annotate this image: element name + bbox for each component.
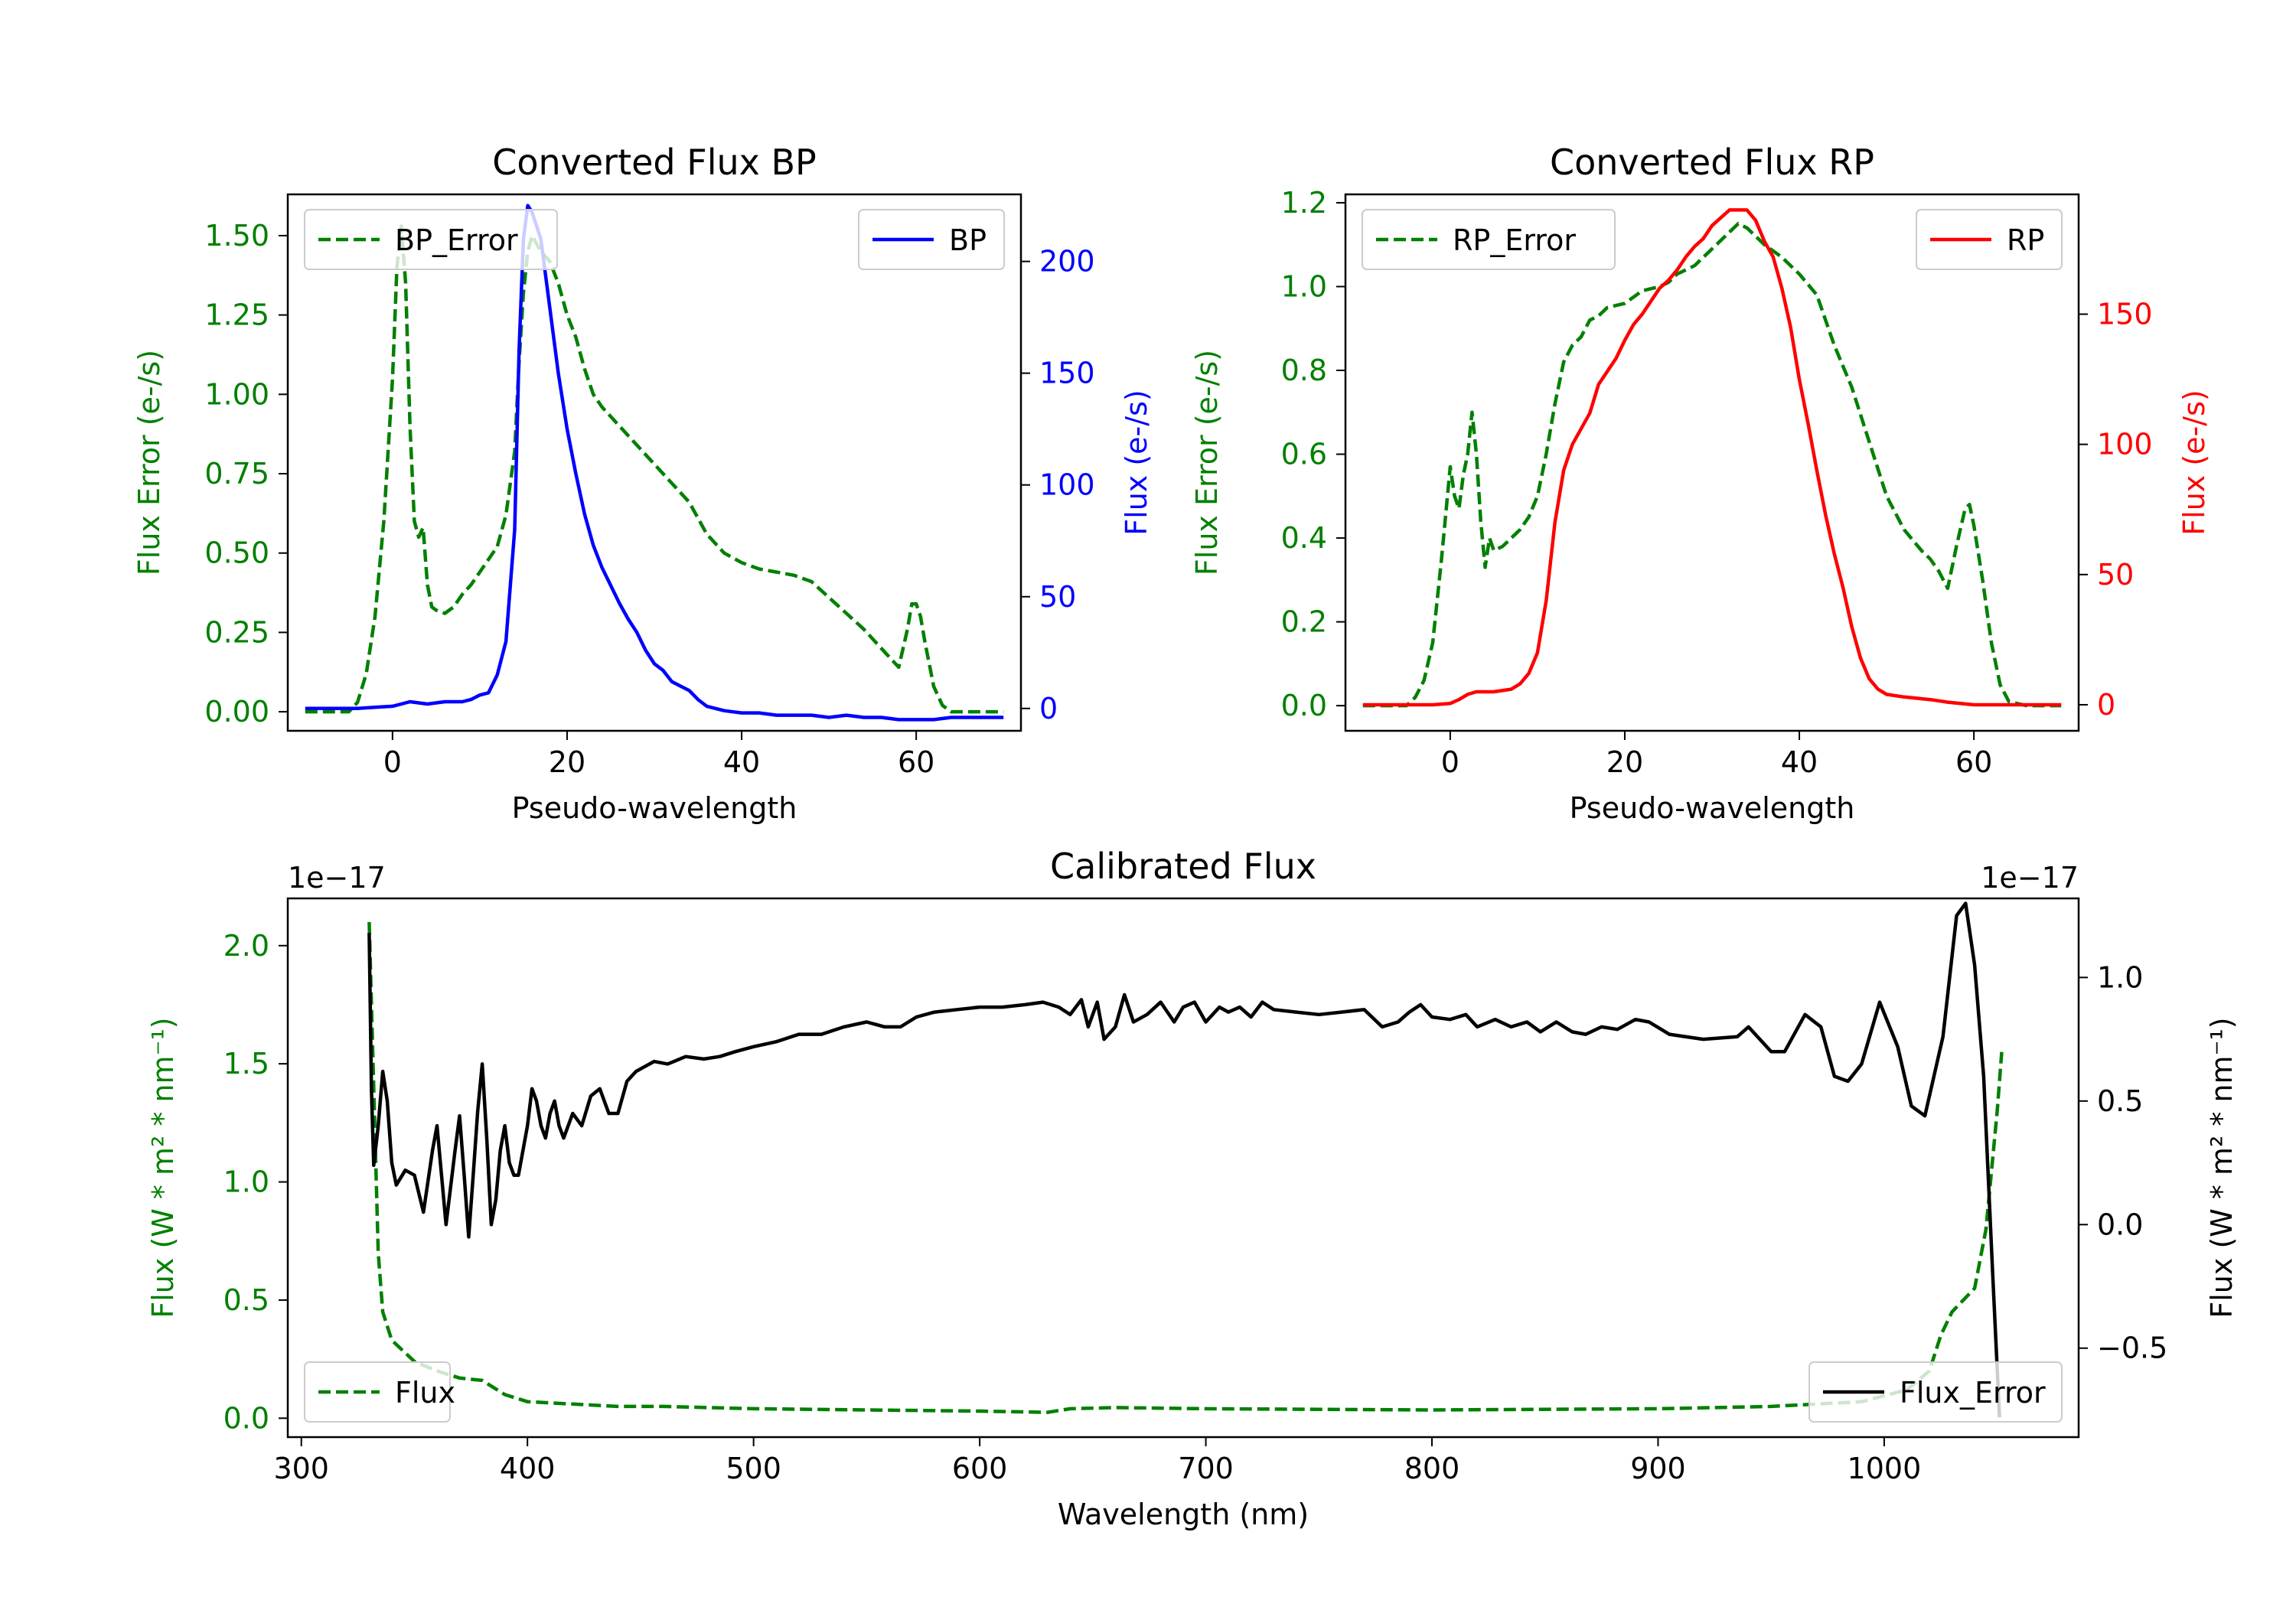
y-tick-label-left: 0.75 — [204, 457, 269, 491]
x-tick-label: 20 — [549, 745, 585, 779]
y-axis-label-left: Flux Error (e-/s) — [1190, 350, 1224, 575]
y-tick-label-left: 0.5 — [223, 1283, 269, 1317]
y-tick-label-left: 0.8 — [1281, 354, 1327, 387]
series-line-flux-error — [367, 921, 2004, 1414]
legend-label: RP_Error — [1453, 223, 1576, 257]
y-tick-label-right: 150 — [2097, 298, 2153, 331]
chart-cal: Calibrated Flux 300 400 500 600 700 800 900 1000… — [146, 846, 2239, 1531]
plot-frame — [286, 193, 1022, 732]
series-line-flux — [367, 901, 2001, 1418]
legend-label: BP — [949, 223, 987, 257]
y-tick-label-left: 1.0 — [1281, 269, 1327, 303]
x-tick-label: 900 — [1630, 1452, 1686, 1485]
offset-label-right: 1e−17 — [1981, 861, 2079, 895]
y-tick-label-left: 0.0 — [223, 1401, 269, 1435]
y-tick-label-right: 0 — [1039, 692, 1058, 725]
legend-label: Flux_Error — [1900, 1376, 2046, 1410]
offset-label-left: 1e−17 — [288, 861, 386, 895]
x-axis-label: Wavelength (nm) — [1058, 1498, 1309, 1531]
x-axis-label: Pseudo-wavelength — [512, 791, 797, 825]
x-tick-label: 60 — [898, 745, 934, 779]
x-tick-label: 700 — [1178, 1452, 1234, 1485]
x-tick-label: 600 — [952, 1452, 1008, 1485]
y-tick-label-left: 1.50 — [204, 219, 269, 253]
y-tick-label-left: 0.0 — [1281, 689, 1327, 722]
plot-frame — [286, 897, 2080, 1439]
chart-rp: Converted Flux RP 0 20 40 60 Pseudo-wavelengt… — [1190, 142, 2211, 825]
legend-label: BP_Error — [395, 223, 518, 257]
y-tick-label-left: 0.4 — [1281, 521, 1327, 555]
x-tick-label: 60 — [1955, 745, 1992, 779]
x-tick-label: 1000 — [1848, 1452, 1922, 1485]
legend-box — [1362, 209, 1616, 270]
x-tick-label: 500 — [726, 1452, 781, 1485]
y-tick-label-left: 1.2 — [1281, 186, 1327, 220]
x-tick-label: 20 — [1606, 745, 1643, 779]
y-tick-label-left: 0.6 — [1281, 438, 1327, 471]
y-axis-label-left: Flux (W * m² * nm⁻¹) — [146, 1017, 180, 1318]
legend-box — [1808, 1361, 2063, 1423]
series-line-bp-error — [305, 224, 1004, 714]
y-tick-label-left: 0.50 — [204, 536, 269, 570]
x-tick-label: 0 — [383, 745, 402, 779]
x-tick-label: 300 — [273, 1452, 329, 1485]
series-line-rp-error — [1362, 222, 2062, 708]
y-tick-label-left: 0.00 — [204, 695, 269, 729]
y-tick-label-right: 150 — [1039, 357, 1095, 390]
y-tick-label-right: 0.0 — [2097, 1208, 2143, 1241]
chart-title: Calibrated Flux — [1050, 846, 1316, 887]
y-tick-label-right: −0.5 — [2097, 1332, 2167, 1365]
legend-label: Flux — [395, 1376, 455, 1410]
y-tick-label-right: 100 — [1039, 468, 1095, 502]
chart-title: Converted Flux BP — [492, 142, 817, 183]
legend-right: Flux_Error — [1808, 1361, 2063, 1423]
y-tick-label-right: 200 — [1039, 245, 1095, 279]
y-axis-label-right: Flux (e-/s) — [1120, 390, 1153, 535]
y-axis-label-right: Flux (W * m² * nm⁻¹) — [2205, 1017, 2239, 1318]
plot-frame — [1344, 193, 2080, 732]
legend-left: Flux — [304, 1361, 455, 1423]
legend-label: RP — [2007, 223, 2044, 257]
legend-left: BP_Error — [304, 209, 558, 270]
y-tick-label-right: 0 — [2097, 688, 2115, 722]
x-axis-label: Pseudo-wavelength — [1570, 791, 1855, 825]
legend-box — [304, 209, 558, 270]
chart-bp: Converted Flux BP 0 20 40 60 Pseudo-wavelengt… — [132, 142, 1153, 825]
y-axis-label-right: Flux (e-/s) — [2177, 390, 2211, 535]
chart-title: Converted Flux RP — [1550, 142, 1874, 183]
legend-right: RP — [1916, 209, 2063, 270]
y-tick-label-left: 1.5 — [223, 1047, 269, 1081]
x-tick-label: 800 — [1404, 1452, 1460, 1485]
x-tick-label: 0 — [1441, 745, 1459, 779]
legend-left: RP_Error — [1362, 209, 1616, 270]
y-tick-label-right: 100 — [2097, 428, 2153, 461]
y-tick-label-left: 1.25 — [204, 298, 269, 332]
y-tick-label-left: 0.25 — [204, 615, 269, 649]
y-tick-label-right: 0.5 — [2097, 1084, 2143, 1118]
y-tick-label-left: 1.00 — [204, 377, 269, 411]
x-tick-label: 40 — [1781, 745, 1818, 779]
series-line-rp — [1362, 208, 2062, 707]
x-tick-label: 40 — [723, 745, 760, 779]
y-tick-label-right: 50 — [2097, 558, 2134, 592]
legend-right: BP — [858, 209, 1005, 270]
y-tick-label-right: 1.0 — [2097, 960, 2143, 994]
y-tick-label-left: 0.2 — [1281, 605, 1327, 639]
x-tick-label: 400 — [500, 1452, 556, 1485]
series-line-bp — [305, 204, 1004, 722]
y-tick-label-left: 2.0 — [223, 929, 269, 963]
y-tick-label-left: 1.0 — [223, 1165, 269, 1199]
y-tick-label-right: 50 — [1039, 580, 1076, 614]
y-axis-label-left: Flux Error (e-/s) — [132, 350, 166, 575]
